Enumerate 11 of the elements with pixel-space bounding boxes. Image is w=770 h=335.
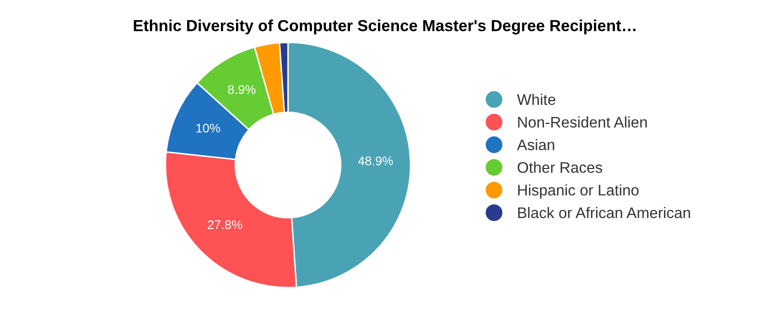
legend-label: Other Races xyxy=(518,162,602,173)
legend-label: Asian xyxy=(516,139,554,150)
data-label: 27.8% xyxy=(208,220,242,230)
chart-title: Ethnic Diversity of Computer Science Master's Degree Recipient… xyxy=(134,20,636,34)
legend-label: Hispanic or Latino xyxy=(518,184,639,199)
data-label: 10% xyxy=(196,124,220,133)
legend-label: Black or African American xyxy=(518,206,690,218)
legend-label: White xyxy=(517,94,556,105)
data-label: 8.9% xyxy=(228,85,256,94)
data-label: 48.9% xyxy=(358,156,393,166)
legend-label: Non-Resident Alien xyxy=(518,116,647,128)
